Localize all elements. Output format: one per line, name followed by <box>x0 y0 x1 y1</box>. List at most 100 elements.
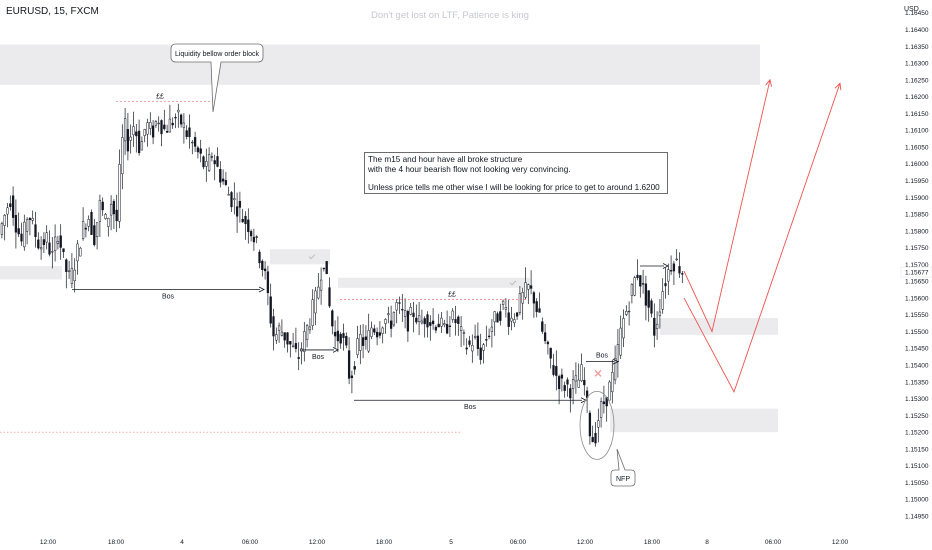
candle-body <box>644 283 648 306</box>
price-tick-18: 1.15550 <box>905 312 929 319</box>
candle <box>501 299 505 310</box>
price-tick-13: 1.15800 <box>905 228 929 235</box>
candle-body <box>375 331 379 338</box>
projection-arrow-1 <box>834 82 842 91</box>
candle <box>275 327 278 344</box>
candle-body <box>457 316 460 324</box>
candle-body <box>202 156 205 168</box>
candle <box>112 199 116 230</box>
candle <box>504 298 508 318</box>
candle-body <box>549 347 552 359</box>
candle-body <box>188 127 191 138</box>
candle-body <box>658 311 662 316</box>
candle <box>151 120 155 145</box>
candle-body <box>328 287 331 307</box>
candle-body <box>193 137 197 147</box>
candle-body <box>84 227 88 230</box>
candle <box>527 283 530 305</box>
candle-body <box>602 401 606 404</box>
candle-body <box>283 332 286 341</box>
candle-body <box>76 243 79 262</box>
candle-body <box>675 258 678 261</box>
candle <box>235 192 239 233</box>
candle <box>459 316 463 347</box>
candle-body <box>501 300 505 305</box>
price-tick-5: 1.16200 <box>905 94 929 101</box>
price-tick-10: 1.15950 <box>905 178 929 185</box>
candle-body <box>45 232 48 243</box>
candle <box>37 232 40 250</box>
candle-body <box>17 228 20 235</box>
candle <box>490 319 494 348</box>
price-tick-21: 1.15400 <box>905 363 929 370</box>
candle <box>361 323 365 359</box>
candle <box>563 381 566 398</box>
candle <box>429 315 432 341</box>
candle-body <box>179 114 183 125</box>
time-tick-10: 8 <box>705 539 709 546</box>
candle <box>613 345 617 385</box>
candle <box>196 145 200 159</box>
candle <box>123 107 127 155</box>
candle-body <box>535 301 538 313</box>
candle <box>20 222 23 246</box>
candle-body <box>269 296 272 324</box>
candle-body <box>471 345 474 352</box>
candle <box>45 225 48 250</box>
candle-body <box>261 260 264 270</box>
candle <box>17 212 20 238</box>
bos-arrow-0 <box>258 286 265 293</box>
candle <box>605 396 608 422</box>
time-tick-0: 12:00 <box>40 539 57 546</box>
candles-layer <box>0 103 684 447</box>
candle-body <box>336 330 340 342</box>
candle-body <box>210 156 214 158</box>
candle <box>658 299 662 329</box>
candle <box>53 224 57 262</box>
candle <box>375 327 379 346</box>
candle <box>541 317 544 334</box>
currency-label: USD <box>904 6 919 13</box>
candle-body <box>317 286 320 299</box>
candle <box>328 277 331 308</box>
candle <box>277 322 281 343</box>
candle <box>205 148 208 182</box>
candle <box>219 161 222 188</box>
candle <box>25 217 29 245</box>
candle <box>370 321 373 340</box>
candle-body <box>473 335 477 338</box>
last-price-label: 1.15677 <box>905 270 929 277</box>
candle <box>412 301 415 333</box>
candle <box>126 112 130 161</box>
candle <box>389 305 393 338</box>
candle <box>322 267 326 272</box>
candle <box>403 298 407 329</box>
candle-body <box>459 326 463 331</box>
candle <box>616 329 620 378</box>
price-tick-9: 1.16000 <box>905 161 929 168</box>
candle-body <box>345 336 348 346</box>
candle <box>115 194 118 233</box>
candle-body <box>126 129 130 152</box>
price-tick-24: 1.15250 <box>905 413 929 420</box>
candle <box>580 353 583 383</box>
candle-body <box>95 222 99 237</box>
candle <box>272 308 275 351</box>
candle <box>252 228 256 251</box>
candle-body <box>591 437 594 443</box>
candle <box>149 112 152 136</box>
candle-body <box>277 325 281 331</box>
candle <box>11 186 15 226</box>
candle <box>420 309 424 325</box>
candle-body <box>639 275 642 287</box>
candle <box>493 311 496 336</box>
candle-body <box>331 310 334 327</box>
candle <box>655 311 659 340</box>
candle <box>641 269 645 294</box>
candle-body <box>34 224 37 237</box>
candle-body <box>53 236 57 251</box>
candle-body <box>39 247 43 250</box>
candle <box>454 305 457 336</box>
candle-body <box>291 345 295 347</box>
